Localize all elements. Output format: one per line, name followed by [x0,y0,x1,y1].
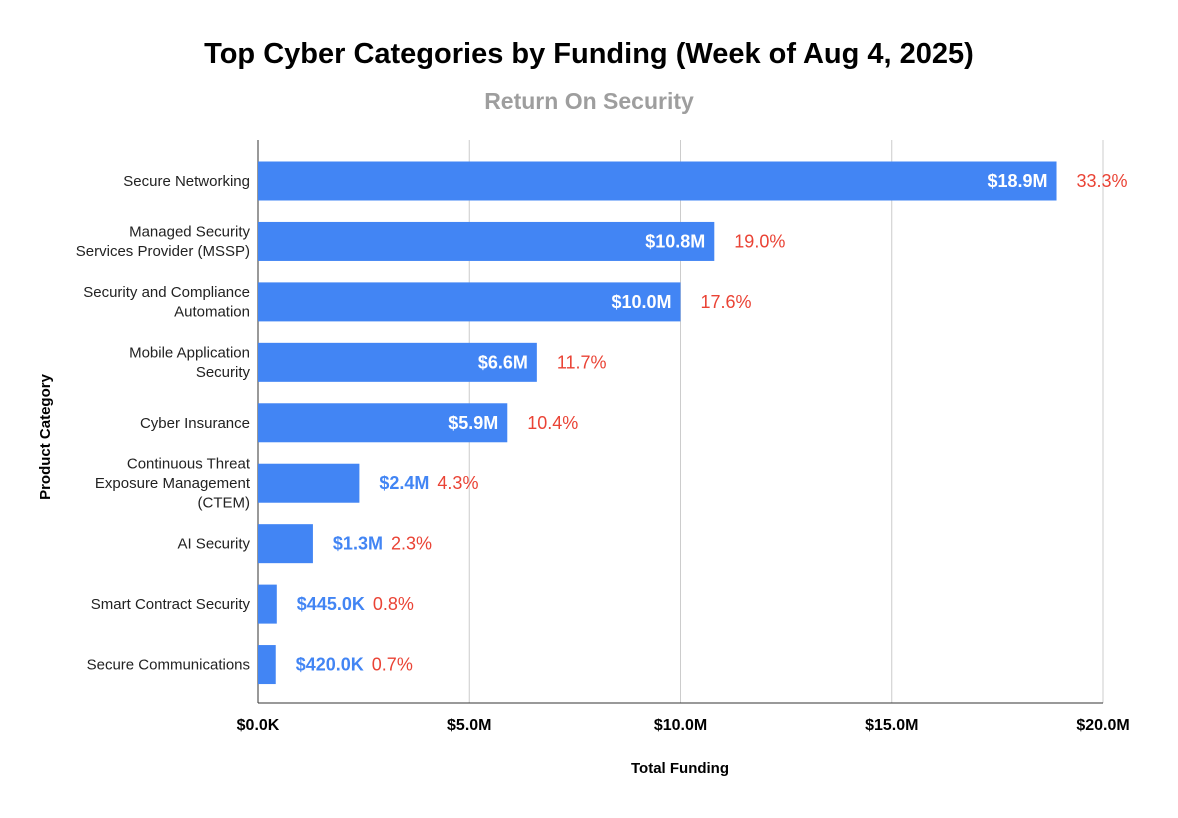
bar-percent-label: 33.3% [1077,171,1128,191]
bar-value-label: $1.3M [333,534,383,554]
category-label: (CTEM) [198,495,251,512]
bar [258,584,277,624]
bar [258,282,681,322]
x-tick-label: $20.0M [1076,717,1129,734]
bar [258,161,1057,201]
x-tick-label: $5.0M [447,717,491,734]
bar [258,221,715,261]
chart-title: Top Cyber Categories by Funding (Week of… [204,38,974,70]
bar-value-label: $6.6M [478,352,528,372]
bar [258,463,360,503]
category-label: Secure Networking [123,173,250,190]
bar-value-label: $10.0M [611,292,671,312]
x-tick-label: $0.0K [237,717,280,734]
category-label: Mobile Application [129,345,250,362]
category-label: AI Security [177,536,250,553]
category-label: Managed Security [129,224,250,241]
category-label: Security and Compliance [83,284,250,301]
bar [258,645,276,685]
x-tick-label: $10.0M [654,717,707,734]
bar-percent-label: 10.4% [527,413,578,433]
bar [258,524,313,564]
bar-percent-label: 0.8% [373,594,414,614]
x-tick-label: $15.0M [865,717,918,734]
bar-value-label: $5.9M [448,413,498,433]
category-label: Continuous Threat [127,456,251,473]
category-label: Automation [174,304,250,321]
bar-percent-label: 4.3% [437,473,478,493]
bar-value-label: $445.0K [297,594,365,614]
bar-percent-label: 0.7% [372,655,413,675]
category-label: Services Provider (MSSP) [76,243,250,260]
category-label: Secure Communications [87,657,250,674]
y-axis-title: Product Category [37,373,54,500]
x-tick-labels: $0.0K $5.0M $10.0M $15.0M $20.0M [237,717,1130,734]
bar-percent-label: 19.0% [734,231,785,251]
category-label: Exposure Management [95,475,251,492]
category-label: Cyber Insurance [140,415,250,432]
bar [258,342,537,382]
category-label: Security [196,364,251,381]
bar-percent-label: 2.3% [391,534,432,554]
x-axis-title: Total Funding [631,760,729,777]
bar-value-label: $2.4M [379,473,429,493]
category-label: Smart Contract Security [91,596,251,613]
bar-percent-label: 17.6% [701,292,752,312]
chart-subtitle: Return On Security [484,88,694,114]
bar-value-label: $420.0K [296,655,364,675]
bar-percent-label: 11.7% [557,352,607,372]
bar-value-label: $10.8M [645,231,705,251]
category-labels: Secure Networking Managed Security Service… [76,173,251,674]
bars-layer: $18.9M 33.3% $10.8M 19.0% $10.0M 17.6% $6.6M 11… [258,161,1128,685]
bar [258,403,508,443]
bar-value-label: $18.9M [987,171,1047,191]
